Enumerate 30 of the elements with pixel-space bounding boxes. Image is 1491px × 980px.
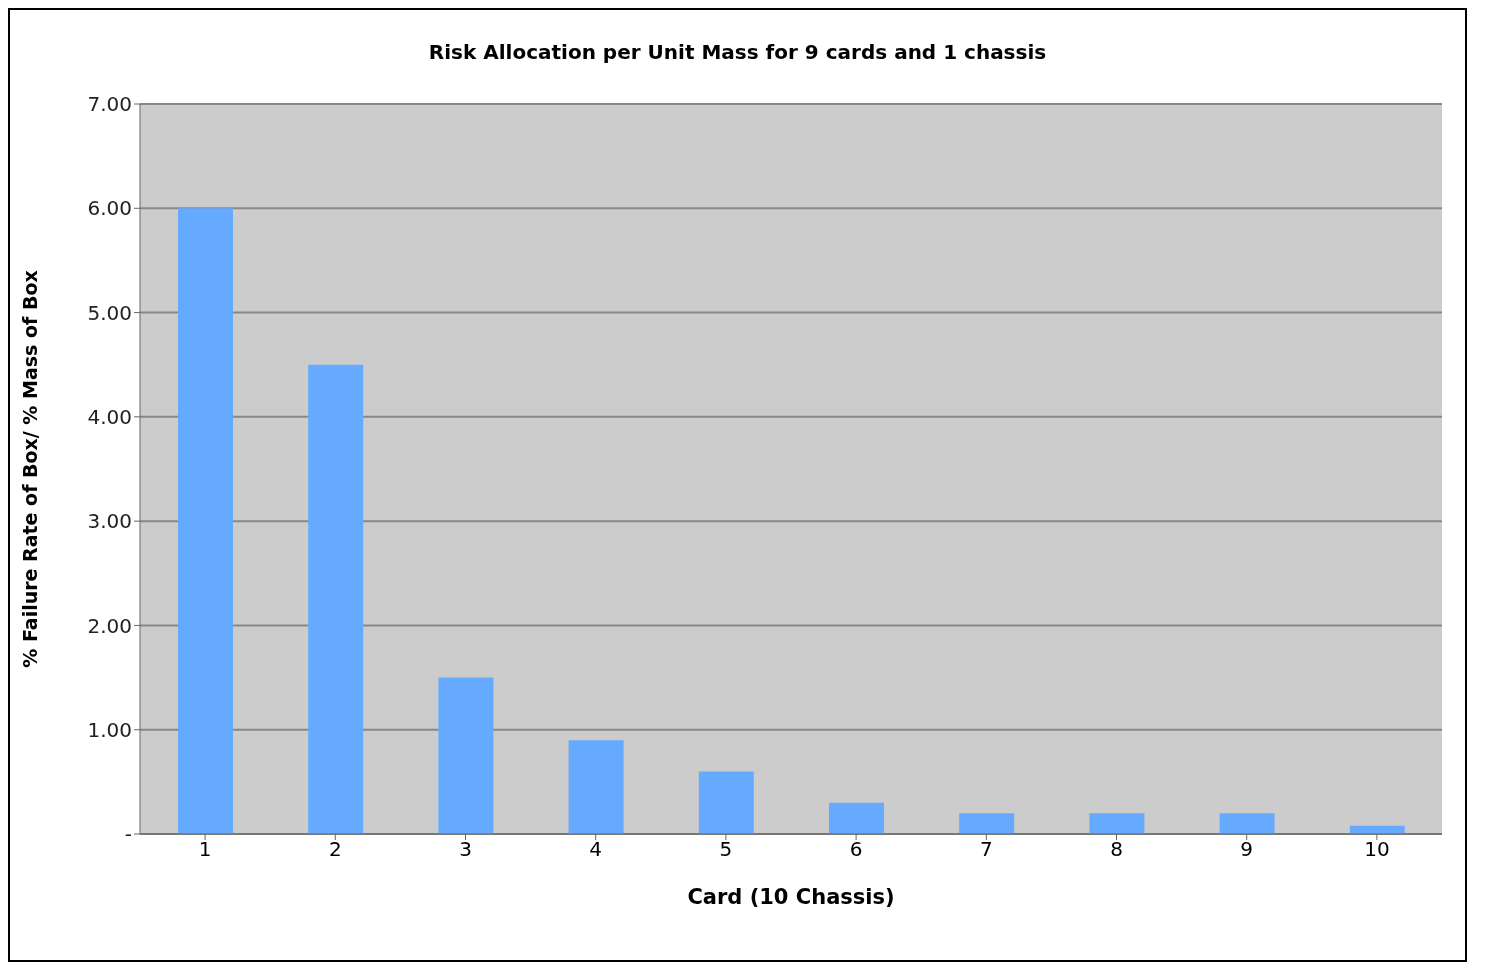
y-tick-label: 4.00 (87, 404, 132, 429)
x-tick-label: 4 (589, 837, 603, 862)
bar (959, 813, 1015, 834)
y-axis-title: % Failure Rate of Box/ % Mass of Box (18, 270, 41, 668)
y-tick-label: 3.00 (87, 509, 132, 534)
x-axis-title: Card (10 Chassis) (687, 885, 895, 909)
bar (438, 677, 494, 834)
x-tick-label: 2 (328, 837, 342, 862)
y-tick-label: 2.00 (87, 613, 132, 638)
bar (178, 208, 233, 834)
bar (1219, 813, 1275, 834)
bar (1089, 813, 1145, 834)
x-tick-label: 6 (849, 837, 863, 862)
y-tick-label: 5.00 (87, 300, 132, 325)
x-tick-label: 5 (719, 837, 733, 862)
y-tick-label: - (124, 822, 132, 847)
y-tick-label: 1.00 (87, 717, 132, 742)
bar (698, 771, 754, 834)
x-tick-label: 9 (1240, 837, 1254, 862)
bar (829, 802, 884, 834)
x-tick-label: 7 (979, 837, 993, 862)
x-tick-label: 3 (459, 837, 472, 862)
y-tick-label: 7.00 (87, 92, 132, 117)
x-tick-label: 8 (1110, 837, 1123, 862)
y-tick-label: 6.00 (87, 196, 132, 221)
bar (308, 364, 364, 834)
chart-title: Risk Allocation per Unit Mass for 9 cards and 1 chassis (427, 40, 1048, 64)
bar (568, 740, 624, 834)
x-tick-label: 1 (198, 837, 212, 862)
x-tick-label: 10 (1364, 837, 1390, 862)
